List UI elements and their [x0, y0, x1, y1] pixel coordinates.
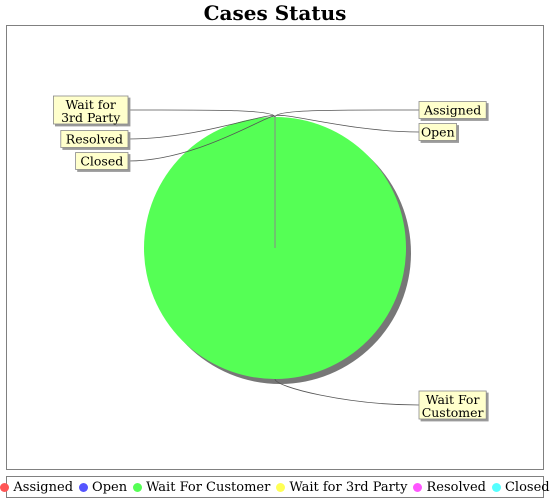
- svg-text:Wait For: Wait For: [426, 392, 480, 407]
- legend-item: Wait for 3rd Party: [276, 480, 407, 495]
- legend-item: Assigned: [0, 480, 73, 495]
- legend-item: Resolved: [413, 480, 486, 495]
- svg-text:Assigned: Assigned: [423, 103, 481, 118]
- slice-label: Closed: [75, 152, 129, 170]
- legend-swatch: [133, 482, 143, 492]
- legend: Assigned Open Wait For Customer Wait for 3r…: [0, 476, 550, 498]
- legend-item: Wait For Customer: [133, 480, 270, 495]
- chart-title: Cases Status: [203, 1, 347, 25]
- slice-label: Open: [418, 123, 457, 141]
- legend-label: Wait For Customer: [146, 479, 271, 495]
- legend-item: Open: [79, 480, 127, 495]
- label-link: [274, 378, 420, 406]
- label-link: [127, 115, 276, 162]
- legend-label: Open: [92, 479, 128, 495]
- svg-text:Customer: Customer: [422, 405, 484, 420]
- legend-label: Wait for 3rd Party: [289, 479, 408, 495]
- svg-text:Open: Open: [421, 125, 455, 140]
- legend-label: Closed: [504, 479, 550, 495]
- svg-text:Wait for: Wait for: [66, 97, 116, 112]
- label-link: [127, 115, 276, 140]
- slice-label: Resolved: [60, 130, 129, 148]
- legend-swatch: [79, 482, 89, 492]
- label-link: [274, 114, 420, 133]
- legend-swatch: [413, 482, 423, 492]
- svg-text:Resolved: Resolved: [66, 132, 123, 147]
- legend-swatch: [491, 482, 501, 492]
- legend-item: Closed: [491, 479, 550, 495]
- legend-label: Resolved: [426, 479, 486, 495]
- svg-text:3rd Party: 3rd Party: [61, 110, 121, 125]
- slice-label: Assigned: [418, 101, 487, 119]
- legend-swatch: [276, 482, 286, 492]
- legend-label: Assigned: [13, 479, 74, 495]
- label-link: [127, 109, 276, 118]
- label-link: [274, 109, 420, 118]
- svg-text:Closed: Closed: [80, 154, 123, 169]
- legend-swatch: [0, 482, 10, 492]
